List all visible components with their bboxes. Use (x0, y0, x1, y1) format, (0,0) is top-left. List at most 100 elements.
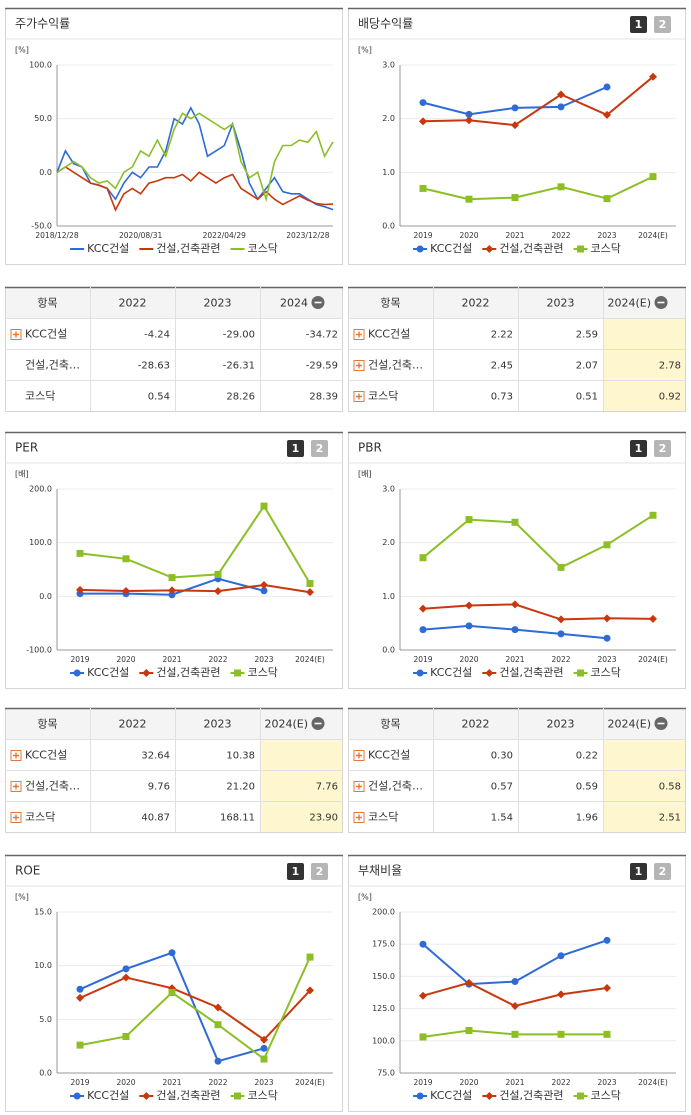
point (603, 983, 611, 992)
expand-icon-plus[interactable] (356, 752, 362, 759)
point (603, 83, 611, 91)
page-button-label[interactable]: 2 (316, 865, 324, 878)
x-tick-label: 2020 (459, 231, 478, 240)
point (603, 614, 611, 623)
column-header: 2022 (119, 718, 147, 731)
point (306, 580, 314, 588)
x-tick-label: 2022/04/29 (203, 231, 246, 240)
x-tick-label: 2021 (162, 655, 181, 664)
point (485, 1092, 494, 1100)
chart-panel: 부채비율 1 2 [%] 75.0 100.0 125.0 150.0 175.0 200.0 20… (348, 854, 686, 1112)
page-button-label[interactable]: 2 (659, 865, 667, 878)
page-button-label[interactable]: 1 (292, 865, 300, 878)
page-button[interactable] (654, 863, 671, 880)
page-button[interactable] (654, 16, 671, 33)
point (234, 669, 242, 677)
x-tick-label: 2020/08/31 (119, 231, 162, 240)
expand-icon-plus[interactable] (13, 783, 19, 790)
point (511, 104, 519, 112)
page-button[interactable] (311, 440, 328, 457)
y-tick-label: 175.0 (372, 940, 395, 949)
point (168, 591, 176, 599)
page-button-label[interactable]: 1 (635, 865, 643, 878)
point (649, 173, 657, 181)
expand-icon-plus[interactable] (356, 783, 362, 790)
legend-label: 건설,건축관련 (156, 1089, 220, 1102)
expand-icon-plus[interactable] (13, 331, 19, 338)
point (122, 973, 130, 982)
point (419, 117, 427, 126)
page-button-label[interactable]: 2 (316, 442, 324, 455)
page-button[interactable] (630, 863, 647, 880)
point (419, 554, 427, 562)
point (649, 614, 657, 623)
cell-value: 2.59 (576, 330, 598, 341)
expand-icon-plus[interactable] (356, 393, 362, 400)
header-bg (349, 288, 685, 318)
expand-icon-plus[interactable] (13, 814, 19, 821)
x-tick-label: 2020 (459, 1078, 478, 1087)
page-button[interactable] (630, 16, 647, 33)
point (260, 1035, 268, 1044)
x-tick-label: 2023 (597, 655, 616, 664)
chart-title: 주가수익률 (15, 17, 70, 31)
column-header: 2024(E) (607, 297, 651, 310)
expand-icon-plus[interactable] (356, 362, 362, 369)
point (603, 541, 611, 549)
y-tick-label: 0.0 (39, 168, 52, 177)
expand-icon-plus[interactable] (13, 752, 19, 759)
row-label: 건설,건축… (368, 359, 423, 372)
point (306, 588, 314, 597)
point (168, 586, 176, 595)
x-tick-label: 2024(E) (638, 655, 668, 664)
point (260, 587, 268, 595)
y-tick-label: 15.0 (34, 908, 52, 917)
cell-value: 2.51 (659, 813, 681, 824)
y-tick-label: 2.0 (382, 114, 395, 123)
page-button-label[interactable]: 1 (635, 442, 643, 455)
point (122, 586, 130, 595)
chart-panel: 배당수익률 1 2 [%] 0.0 1.0 2.0 3.0 2019 2020 2021 2022 20… (348, 7, 686, 265)
column-header: 2023 (204, 297, 232, 310)
page-button-label[interactable]: 2 (659, 18, 667, 31)
point (603, 936, 611, 944)
legend-label: 건설,건축관련 (156, 666, 220, 679)
legend-label: KCC건설 (430, 1089, 472, 1102)
point (603, 1030, 611, 1038)
x-tick-label: 2024(E) (295, 1078, 325, 1087)
cell-value: 0.30 (491, 751, 513, 762)
y-tick-label: -100.0 (26, 646, 52, 655)
page-button[interactable] (311, 863, 328, 880)
row-label: 건설,건축… (25, 359, 80, 372)
data-table: 항목 2022 2023 2024 KCC건설 -4.24 -29.00 -34.72 건설,건… (5, 286, 343, 412)
page-button-label[interactable]: 1 (635, 18, 643, 31)
point (557, 90, 565, 99)
expand-icon-plus[interactable] (356, 331, 362, 338)
y-tick-label: 200.0 (372, 908, 395, 917)
x-tick-label: 2023/12/28 (286, 231, 329, 240)
point (416, 245, 424, 253)
column-header: 2023 (547, 718, 575, 731)
point (76, 585, 84, 594)
point (73, 669, 81, 677)
y-tick-label: 1.0 (382, 592, 395, 601)
point (214, 1003, 222, 1012)
x-tick-label: 2019 (70, 1078, 89, 1087)
chart-panel: PBR 1 2 [배] 0.0 1.0 2.0 3.0 2019 2020 2021 2022 2023… (348, 431, 686, 689)
cell-value: 40.87 (141, 813, 170, 824)
page-button[interactable] (287, 440, 304, 457)
page-button-label[interactable]: 1 (292, 442, 300, 455)
page-button[interactable] (654, 440, 671, 457)
column-header: 2022 (119, 297, 147, 310)
point (76, 985, 84, 993)
x-tick-label: 2024(E) (638, 231, 668, 240)
page-button[interactable] (630, 440, 647, 457)
expand-icon-plus[interactable] (356, 814, 362, 821)
legend: KCC건설 건설,건축관련 코스닥 (413, 242, 621, 255)
page-button[interactable] (287, 863, 304, 880)
cell-value: 2.45 (491, 361, 513, 372)
y-tick-label: 0.0 (39, 592, 52, 601)
page-button-label[interactable]: 2 (659, 442, 667, 455)
point (465, 978, 473, 987)
series-line (79, 583, 311, 594)
